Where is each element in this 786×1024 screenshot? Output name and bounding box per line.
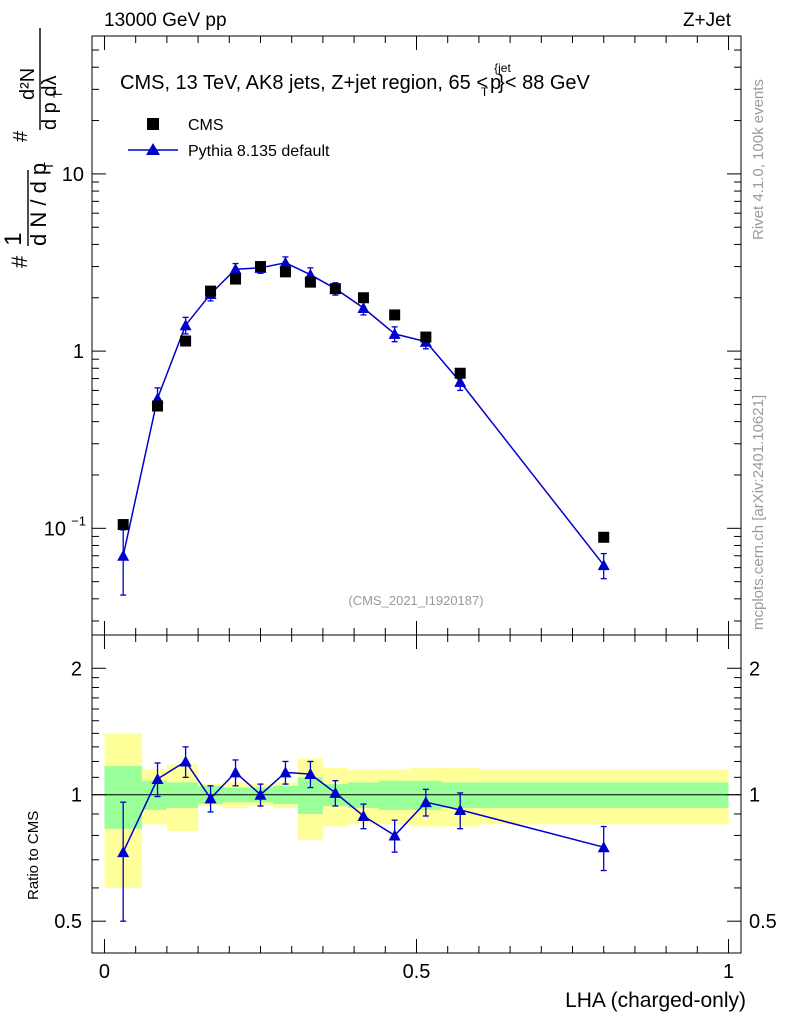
ratio-y-tick-label-right: 1 — [749, 785, 760, 807]
ratio-y-tick-label: 1 — [71, 785, 82, 807]
pythia-ratio-point — [388, 829, 401, 841]
cms-point — [598, 531, 610, 543]
main-y-tick-label: 10 — [62, 164, 84, 186]
main-y-tick-label-exponent: −1 — [71, 513, 86, 528]
chart-title-sub: T — [481, 85, 489, 99]
legend: CMS Pythia 8.135 default — [128, 117, 330, 160]
pythia-point — [117, 549, 130, 561]
main-panel: 10 −1 1 10 — [44, 35, 742, 953]
ratio-y-tick-label-right: 0.5 — [749, 911, 777, 933]
ratio-band-green — [379, 780, 411, 810]
pythia-point — [597, 559, 610, 571]
main-y-tick-label: 10 — [44, 518, 66, 540]
header-process: 13000 GeV pp — [104, 10, 227, 31]
cms-point — [454, 367, 466, 379]
chart-title-range: }< 88 GeV — [498, 72, 590, 94]
main-y-tick-label: 1 — [73, 341, 84, 363]
legend-label-cms: CMS — [188, 117, 224, 134]
legend-marker-cms — [147, 118, 159, 130]
cms-point — [357, 292, 369, 304]
mcplots-label: mcplots.cern.ch [arXiv:2401.10621] — [750, 395, 767, 630]
cms-point — [180, 335, 192, 347]
ratio-y-tick-label: 2 — [71, 658, 82, 680]
ratio-y-tick-label: 0.5 — [54, 911, 82, 933]
y-axis-label-main-sub-t2: T — [51, 90, 65, 98]
legend-label-pythia: Pythia 8.135 default — [188, 143, 330, 160]
pythia-point — [179, 319, 192, 331]
y-axis-label-ratio: Ratio to CMS — [25, 811, 42, 900]
x-tick-label: 0 — [99, 961, 110, 983]
chart-title-sup: {jet — [494, 61, 511, 75]
x-tick-label: 1 — [723, 961, 734, 983]
pythia-point — [388, 327, 401, 339]
pythia-ratio-point — [329, 786, 342, 798]
pythia-ratio-line — [122, 760, 604, 853]
analysis-tag: (CMS_2021_I1920187) — [348, 593, 483, 608]
chart-title-p: p — [490, 72, 501, 94]
x-tick-label: 0.5 — [403, 961, 431, 983]
cms-point — [117, 519, 129, 531]
cms-point — [389, 309, 401, 321]
pythia-point — [357, 302, 370, 314]
rivet-version-label: Rivet 4.1.0, 100k events — [750, 79, 767, 240]
pythia-ratio-point — [151, 773, 164, 785]
pythia-ratio-point — [597, 841, 610, 853]
pythia-ratio-point — [204, 792, 217, 804]
pythia-ratio-point — [229, 766, 242, 778]
ratio-panel: 0.5 0.5 1 1 2 2 0 0.5 1 — [54, 634, 777, 983]
legend-marker-pythia — [146, 143, 160, 155]
y-axis-label-main-sub-t: T — [41, 162, 56, 170]
cms-point — [420, 331, 432, 343]
cms-point — [254, 261, 266, 273]
cms-point — [230, 273, 242, 285]
pythia-point — [454, 375, 467, 387]
y-axis-label-main: #1 d N / d p T # d²N d p dλ T — [0, 28, 65, 268]
pythia-ratio-point — [279, 766, 292, 778]
cms-point — [304, 276, 316, 288]
chart-title: CMS, 13 TeV, AK8 jets, Z+jet region, 65 … — [120, 61, 591, 99]
chart-title-main: CMS, 13 TeV, AK8 jets, Z+jet region, 65 … — [120, 72, 488, 94]
pythia-ratio-point — [254, 788, 267, 800]
pythia-ratio-point — [454, 803, 467, 815]
pythia-point — [229, 263, 242, 275]
pythia-ratio-point — [357, 809, 370, 821]
ratio-y-tick-label-right: 2 — [749, 658, 760, 680]
header-channel: Z+Jet — [683, 10, 732, 31]
pythia-ratio-point — [117, 846, 130, 858]
cms-point — [329, 283, 341, 295]
y-axis-label-main-denominator: d N / d p — [26, 163, 51, 246]
pythia-ratio-point — [179, 755, 192, 767]
y-axis-label-main-dpdl: d p dλ — [39, 76, 61, 130]
cms-point — [279, 266, 291, 278]
cms-point — [152, 400, 164, 412]
y-axis-label-main-hash: # — [10, 130, 32, 142]
pythia-ratio-point — [304, 768, 317, 780]
y-axis-label-main-numerator: d²N — [17, 68, 39, 100]
cms-point — [205, 285, 217, 297]
pythia-point — [279, 256, 292, 268]
ratio-frame — [91, 634, 742, 954]
x-axis-label: LHA (charged-only) — [565, 989, 746, 1012]
pythia-ratio-point — [419, 796, 432, 808]
